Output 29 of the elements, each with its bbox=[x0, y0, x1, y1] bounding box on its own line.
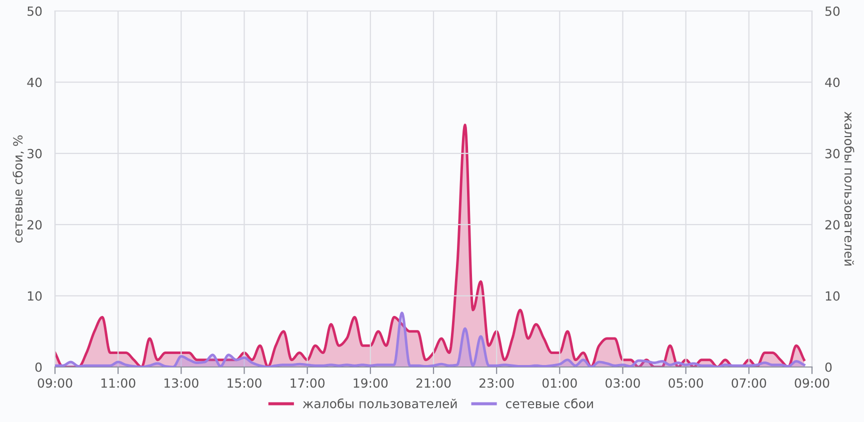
y-tick-label: 10 bbox=[28, 291, 42, 301]
y-tick-label: 50 bbox=[28, 6, 42, 16]
x-tick-label: 09:00 bbox=[38, 378, 72, 388]
x-tick-label: 01:00 bbox=[542, 378, 577, 388]
x-tick-label: 17:00 bbox=[290, 378, 325, 388]
y-tick-label: 40 bbox=[27, 78, 42, 88]
x-tick-label: 23:00 bbox=[479, 378, 514, 388]
x-tick-label: 11:00 bbox=[101, 378, 136, 388]
y2-tick-label: 10 bbox=[826, 291, 840, 301]
y2-tick-label: 40 bbox=[825, 78, 840, 88]
legend-label: жалобы пользователей bbox=[302, 398, 457, 408]
y2-tick-label: 30 bbox=[825, 148, 840, 158]
y-tick-label: 0 bbox=[35, 362, 42, 372]
x-tick-label: 15:00 bbox=[228, 378, 262, 388]
x-tick-label: 03:00 bbox=[606, 378, 640, 388]
y2-tick-label: 20 bbox=[825, 220, 840, 230]
y-tick-label: 20 bbox=[28, 220, 42, 230]
y2-axis-title: жалобы пользователей bbox=[844, 112, 854, 266]
x-tick-label: 13:00 bbox=[164, 378, 198, 388]
x-tick-label: 09:00 bbox=[794, 378, 830, 388]
y-tick-label: 30 bbox=[28, 148, 42, 158]
legend-label: сетевые сбои bbox=[506, 398, 593, 408]
x-tick-label: 19:00 bbox=[354, 378, 388, 388]
y2-tick-label: 50 bbox=[825, 6, 840, 16]
y-axis-title: сетевые сбои, % bbox=[12, 135, 24, 243]
x-tick-label: 21:00 bbox=[416, 378, 451, 388]
y2-tick-label: 0 bbox=[825, 362, 832, 372]
x-tick-label: 07:00 bbox=[732, 378, 766, 388]
x-tick-label: 05:00 bbox=[668, 378, 704, 388]
